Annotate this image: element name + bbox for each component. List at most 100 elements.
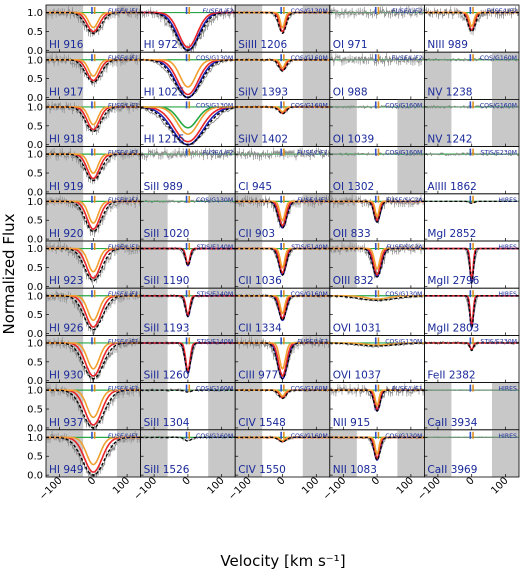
panel-plot-area — [424, 294, 519, 331]
panel-plot-area — [424, 382, 519, 430]
panel-cii-1334: CII 1334 COS/G160M — [234, 287, 331, 336]
panel-grid: HI 916 FUSE/LiF1 HI 917 FUSE/LiF1 HI 918 FUSE… — [45, 4, 520, 478]
total-model — [235, 436, 330, 443]
ion-label: NIII 989 — [427, 39, 468, 51]
panel-plot-area — [329, 429, 425, 477]
panel-caii-3934: CaII 3934 HIRES — [423, 382, 520, 431]
total-model — [46, 153, 141, 182]
panel-niii-989: NIII 989 FUSE/LiF2 — [423, 4, 520, 53]
panel-oi-971: OI 971 FUSE/LiF2 — [329, 4, 425, 53]
instrument-label: STIS/E140M — [197, 291, 234, 298]
y-tick-label: 0.5 — [27, 310, 43, 321]
panel-plot-area — [329, 99, 425, 147]
panel-nv-1238: NV 1238 COS/G160M — [423, 51, 520, 100]
y-tick-label: 0.0 — [27, 140, 43, 151]
ion-label: FeII 2382 — [427, 370, 475, 382]
panel-hi-1215: HI 1215 COS/G130M — [140, 99, 236, 148]
observed-spectrum — [46, 102, 141, 133]
model-component-red — [424, 295, 519, 326]
ion-label: SiII 1193 — [144, 322, 190, 334]
ion-label: OVI 1031 — [333, 322, 381, 334]
x-tick-labels: −100 0 100 −100 0 100 −100 0 100 −100 0 100 −100 0 100 — [37, 475, 510, 502]
x-tick-label: −100 — [227, 475, 254, 502]
ion-label: CII 1036 — [238, 275, 282, 287]
ion-label: OI 1039 — [333, 134, 374, 146]
y-tick-label: 0.5 — [27, 121, 43, 132]
masked-region — [116, 99, 141, 147]
panel-plot-area — [140, 193, 236, 241]
panel-plot-area — [424, 6, 519, 36]
instrument-label: FUSE/LiF1 — [108, 338, 139, 345]
panel-plot-area — [235, 335, 330, 383]
ion-label: SiII 1190 — [144, 275, 190, 287]
y-tick-label: 0.5 — [27, 74, 43, 85]
instrument-label: STIS/E140M — [291, 244, 328, 251]
panel-plot-area — [329, 193, 425, 241]
instrument-label: COS/G130M — [385, 338, 422, 345]
y-tick-label: 1.0 — [27, 55, 43, 66]
total-model — [329, 436, 425, 461]
y-tick-label: 1.0 — [27, 433, 43, 444]
y-tick-label: 0.5 — [27, 357, 43, 368]
instrument-label: FUSE/LiF1 — [108, 244, 139, 251]
ion-label: CIII 977 — [238, 370, 278, 382]
instrument-label: FUSE/LiF1 — [108, 291, 139, 298]
total-model — [329, 295, 425, 301]
total-model — [46, 200, 141, 233]
panel-plot-area — [424, 152, 519, 157]
ion-label: CI 945 — [238, 181, 272, 193]
panel-mgii-2803: MgII 2803 HIRES — [423, 287, 520, 336]
total-model — [140, 295, 236, 318]
x-tick-label: 100 — [111, 475, 132, 496]
total-model — [46, 295, 141, 331]
ion-label: NII 1083 — [333, 464, 377, 476]
model-component-orange — [140, 59, 236, 88]
ion-label: OI 1302 — [333, 181, 374, 193]
y-tick-label: 1.0 — [27, 291, 43, 302]
instrument-label: COS/G130M — [291, 8, 328, 15]
total-model — [140, 247, 236, 267]
panel-plot-area — [140, 147, 236, 161]
panel-cii-1036: CII 1036 STIS/E140M — [234, 240, 331, 289]
panel-civ-1548: CIV 1548 COS/G160M — [234, 382, 331, 431]
ion-label: HI 937 — [49, 417, 83, 429]
instrument-label: FUSE/SiC2A — [386, 197, 422, 204]
ion-label: OVI 1037 — [333, 370, 381, 382]
ion-label: CaII 3969 — [427, 464, 477, 476]
observed-spectrum — [329, 55, 425, 65]
panel-hi-937: HI 937 FUSE/LiF1 — [45, 382, 141, 431]
total-model — [235, 247, 330, 276]
x-tick-label: −100 — [321, 475, 348, 502]
panel-ovi-1037: OVI 1037 COS/G130M — [329, 334, 425, 383]
panel-nv-1242: NV 1242 COS/G160M — [423, 99, 520, 148]
ion-label: SiII 989 — [144, 181, 183, 193]
ion-label: SiII 1526 — [144, 464, 190, 476]
panel-siiv-1393: SiIV 1393 COS/G160M — [234, 51, 331, 100]
panel-aliii-1862: AlIII 1862 STIS/E230M — [423, 146, 520, 195]
observed-spectrum — [424, 294, 519, 320]
y-tick-label: 0.0 — [27, 329, 43, 340]
panel-siiv-1402: SiIV 1402 COS/G160M — [234, 99, 331, 148]
instrument-label: COS/G130M — [196, 55, 233, 62]
panel-plot-area — [140, 106, 236, 146]
panel-nii-915: NII 915 FUSE/LiF1 — [329, 382, 425, 431]
ion-label: NV 1242 — [427, 134, 472, 146]
panel-oiii-832: OIII 832 FUSE/SiC2A — [329, 240, 425, 289]
ion-label: SiIV 1402 — [238, 134, 288, 146]
panel-hi-949: HI 949 FUSE/LiF1 — [45, 429, 141, 478]
total-model — [235, 11, 330, 35]
y-tick-label: 1.0 — [27, 338, 43, 349]
y-tick-label: 0.5 — [27, 169, 43, 180]
panel-plot-area — [46, 193, 141, 241]
masked-region — [116, 241, 141, 289]
ion-label: HI 919 — [49, 181, 83, 193]
total-model — [235, 295, 330, 322]
masked-region — [116, 193, 141, 241]
total-model — [235, 106, 330, 115]
panel-nii-1083: NII 1083 COS/G130M — [329, 429, 425, 478]
instrument-label: FUSE/SiC2A — [386, 244, 422, 251]
panel-plot-area — [424, 247, 519, 286]
instrument-label: COS/G160M — [196, 386, 233, 393]
total-model — [235, 342, 330, 380]
panel-hi-930: HI 930 FUSE/LiF1 — [45, 334, 141, 383]
